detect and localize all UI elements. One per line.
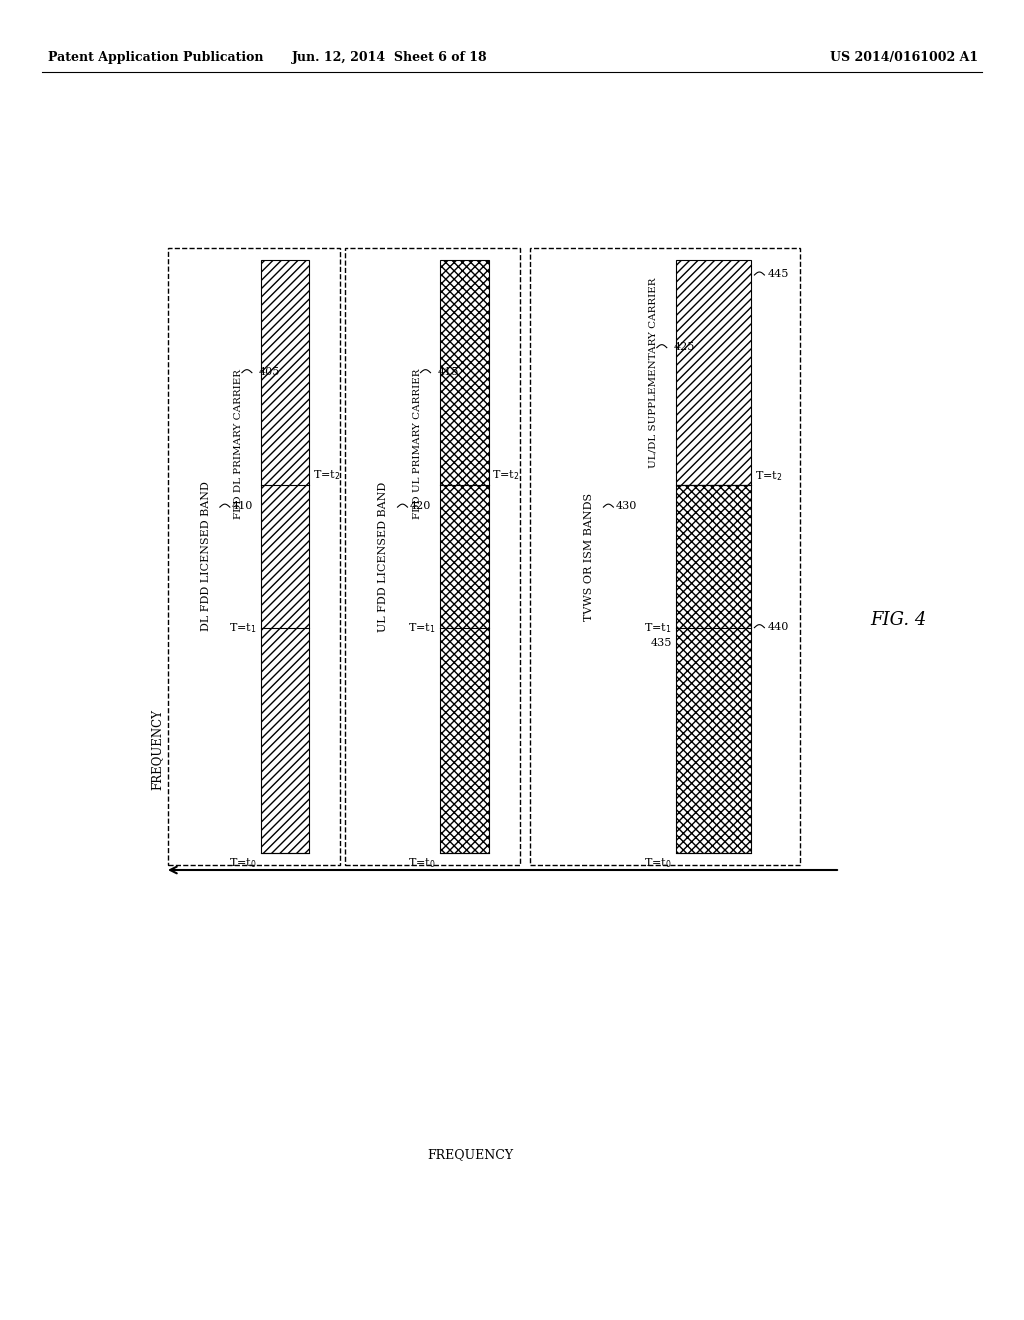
Text: FREQUENCY: FREQUENCY	[427, 1148, 513, 1162]
Text: T=t$_0$: T=t$_0$	[644, 855, 672, 870]
Text: T=t$_0$: T=t$_0$	[408, 855, 435, 870]
Text: 430: 430	[615, 502, 637, 511]
Text: 420: 420	[410, 502, 431, 511]
Bar	[676, 486, 752, 853]
Text: FDD DL PRIMARY CARRIER: FDD DL PRIMARY CARRIER	[233, 368, 243, 519]
Text: T=t$_2$: T=t$_2$	[313, 469, 341, 482]
Text: T=t$_1$: T=t$_1$	[644, 620, 672, 635]
Text: T=t$_0$: T=t$_0$	[229, 855, 257, 870]
Text: 435: 435	[650, 638, 672, 648]
Bar	[439, 260, 488, 853]
Text: FREQUENCY: FREQUENCY	[151, 709, 164, 789]
Text: TVWS OR ISM BANDS: TVWS OR ISM BANDS	[585, 492, 594, 620]
Text: DL FDD LICENSED BAND: DL FDD LICENSED BAND	[201, 482, 211, 631]
Text: 440: 440	[767, 622, 788, 632]
Text: T=t$_2$: T=t$_2$	[756, 470, 783, 483]
Text: UL FDD LICENSED BAND: UL FDD LICENSED BAND	[379, 482, 388, 632]
Text: 425: 425	[674, 342, 695, 351]
Text: FDD UL PRIMARY CARRIER: FDD UL PRIMARY CARRIER	[413, 368, 422, 519]
Text: FIG. 4: FIG. 4	[870, 611, 927, 630]
Text: 410: 410	[231, 502, 253, 511]
Text: 445: 445	[767, 269, 788, 279]
Text: UL/DL SUPPLEMENTARY CARRIER: UL/DL SUPPLEMENTARY CARRIER	[649, 277, 657, 467]
Text: 405: 405	[259, 367, 281, 376]
Bar	[261, 260, 309, 853]
Text: T=t$_1$: T=t$_1$	[408, 620, 435, 635]
Text: T=t$_1$: T=t$_1$	[229, 620, 257, 635]
Text: Patent Application Publication: Patent Application Publication	[48, 51, 263, 65]
Text: US 2014/0161002 A1: US 2014/0161002 A1	[829, 51, 978, 65]
Bar	[676, 260, 752, 486]
Text: 415: 415	[437, 367, 459, 376]
Text: T=t$_2$: T=t$_2$	[493, 469, 520, 482]
Text: Jun. 12, 2014  Sheet 6 of 18: Jun. 12, 2014 Sheet 6 of 18	[292, 51, 487, 65]
